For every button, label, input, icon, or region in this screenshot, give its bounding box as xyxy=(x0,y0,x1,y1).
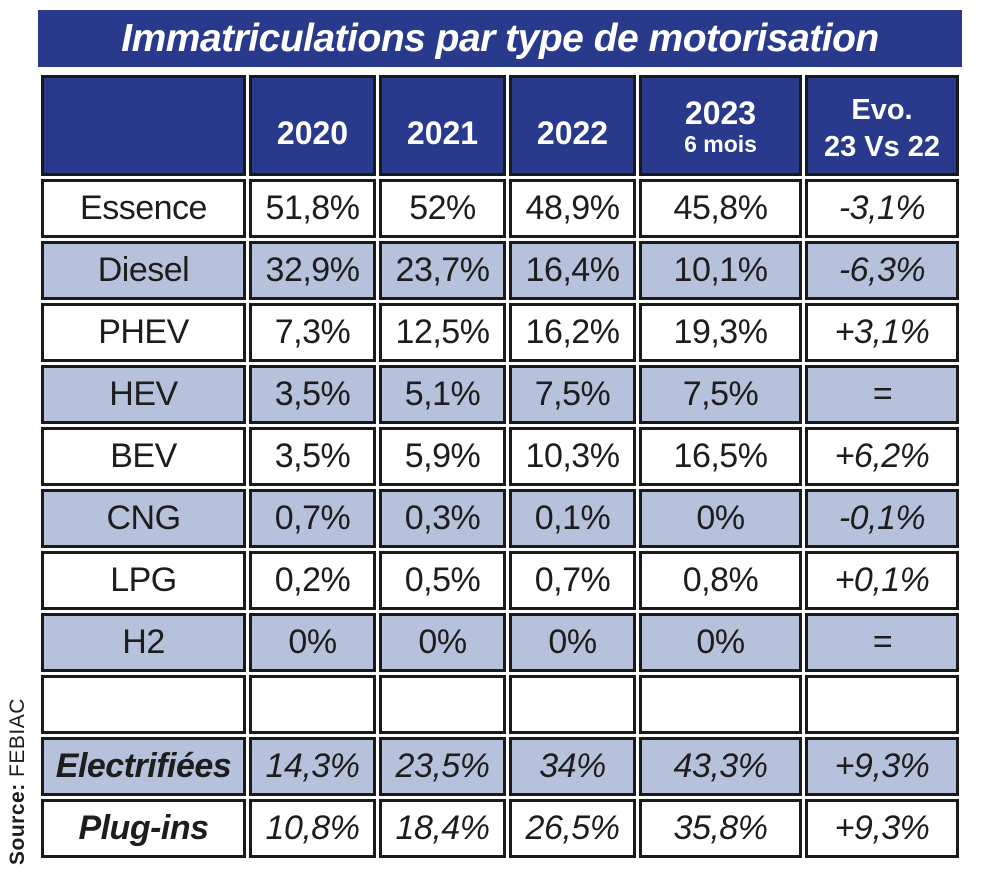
motorisation-table: 2020 2021 2022 2023 6 mois Evo. 23 Vs 22… xyxy=(38,72,962,861)
table-row-hev: HEV 3,5% 5,1% 7,5% 7,5% = xyxy=(41,365,959,424)
value-cell: 34% xyxy=(509,737,636,796)
col-header-empty xyxy=(41,75,246,176)
value-cell: 19,3% xyxy=(639,303,802,362)
col-header-2020: 2020 xyxy=(249,75,376,176)
value-cell: 48,9% xyxy=(509,179,636,238)
spacer-cell xyxy=(379,675,506,734)
value-cell: 7,3% xyxy=(249,303,376,362)
col-header-2022: 2022 xyxy=(509,75,636,176)
col-header-evo: Evo. 23 Vs 22 xyxy=(805,75,959,176)
value-cell: 18,4% xyxy=(379,799,506,858)
row-label-electrifiees: Electrifiées xyxy=(41,737,246,796)
source-credit: Source: FEBIAC xyxy=(6,698,30,865)
value-cell: 45,8% xyxy=(639,179,802,238)
evo-cell: +9,3% xyxy=(805,799,959,858)
value-cell: 0% xyxy=(639,489,802,548)
value-cell: 23,7% xyxy=(379,241,506,300)
evo-cell: +0,1% xyxy=(805,551,959,610)
value-cell: 0,1% xyxy=(509,489,636,548)
row-label-essence: Essence xyxy=(41,179,246,238)
value-cell: 10,8% xyxy=(249,799,376,858)
evo-cell: -0,1% xyxy=(805,489,959,548)
evo-cell: +6,2% xyxy=(805,427,959,486)
table-row-h2: H2 0% 0% 0% 0% = xyxy=(41,613,959,672)
table-row-plugins: Plug-ins 10,8% 18,4% 26,5% 35,8% +9,3% xyxy=(41,799,959,858)
value-cell: 5,9% xyxy=(379,427,506,486)
table-row-phev: PHEV 7,3% 12,5% 16,2% 19,3% +3,1% xyxy=(41,303,959,362)
value-cell: 52% xyxy=(379,179,506,238)
value-cell: 10,3% xyxy=(509,427,636,486)
value-cell: 0% xyxy=(509,613,636,672)
row-label-h2: H2 xyxy=(41,613,246,672)
source-name: FEBIAC xyxy=(6,698,29,777)
source-label: Source: xyxy=(6,783,29,865)
value-cell: 12,5% xyxy=(379,303,506,362)
value-cell: 0,7% xyxy=(249,489,376,548)
value-cell: 0,5% xyxy=(379,551,506,610)
row-label-phev: PHEV xyxy=(41,303,246,362)
table-row-cng: CNG 0,7% 0,3% 0,1% 0% -0,1% xyxy=(41,489,959,548)
table-row-essence: Essence 51,8% 52% 48,9% 45,8% -3,1% xyxy=(41,179,959,238)
value-cell: 0,2% xyxy=(249,551,376,610)
value-cell: 14,3% xyxy=(249,737,376,796)
row-label-bev: BEV xyxy=(41,427,246,486)
value-cell: 3,5% xyxy=(249,427,376,486)
value-cell: 5,1% xyxy=(379,365,506,424)
spacer-cell xyxy=(805,675,959,734)
table-row-electrifiees: Electrifiées 14,3% 23,5% 34% 43,3% +9,3% xyxy=(41,737,959,796)
evo-cell: = xyxy=(805,365,959,424)
evo-cell: +9,3% xyxy=(805,737,959,796)
row-label-hev: HEV xyxy=(41,365,246,424)
spacer-cell xyxy=(41,675,246,734)
table-row-bev: BEV 3,5% 5,9% 10,3% 16,5% +6,2% xyxy=(41,427,959,486)
table-title: Immatriculations par type de motorisatio… xyxy=(38,10,962,67)
value-cell: 0,7% xyxy=(509,551,636,610)
value-cell: 26,5% xyxy=(509,799,636,858)
value-cell: 10,1% xyxy=(639,241,802,300)
row-label-lpg: LPG xyxy=(41,551,246,610)
value-cell: 0% xyxy=(639,613,802,672)
value-cell: 23,5% xyxy=(379,737,506,796)
value-cell: 16,2% xyxy=(509,303,636,362)
spacer-cell xyxy=(639,675,802,734)
value-cell: 43,3% xyxy=(639,737,802,796)
table-row-spacer xyxy=(41,675,959,734)
evo-cell: -3,1% xyxy=(805,179,959,238)
row-label-cng: CNG xyxy=(41,489,246,548)
evo-cell: = xyxy=(805,613,959,672)
value-cell: 7,5% xyxy=(639,365,802,424)
header-row: 2020 2021 2022 2023 6 mois Evo. 23 Vs 22 xyxy=(41,75,959,176)
value-cell: 35,8% xyxy=(639,799,802,858)
evo-cell: -6,3% xyxy=(805,241,959,300)
value-cell: 16,4% xyxy=(509,241,636,300)
spacer-cell xyxy=(249,675,376,734)
col-header-2023: 2023 6 mois xyxy=(639,75,802,176)
table-row-lpg: LPG 0,2% 0,5% 0,7% 0,8% +0,1% xyxy=(41,551,959,610)
value-cell: 0% xyxy=(379,613,506,672)
value-cell: 0,8% xyxy=(639,551,802,610)
row-label-diesel: Diesel xyxy=(41,241,246,300)
table-row-diesel: Diesel 32,9% 23,7% 16,4% 10,1% -6,3% xyxy=(41,241,959,300)
table-area: 2020 2021 2022 2023 6 mois Evo. 23 Vs 22… xyxy=(38,72,962,861)
value-cell: 51,8% xyxy=(249,179,376,238)
value-cell: 7,5% xyxy=(509,365,636,424)
col-header-2021: 2021 xyxy=(379,75,506,176)
value-cell: 3,5% xyxy=(249,365,376,424)
spacer-cell xyxy=(509,675,636,734)
value-cell: 16,5% xyxy=(639,427,802,486)
value-cell: 0% xyxy=(249,613,376,672)
row-label-plugins: Plug-ins xyxy=(41,799,246,858)
value-cell: 32,9% xyxy=(249,241,376,300)
evo-cell: +3,1% xyxy=(805,303,959,362)
value-cell: 0,3% xyxy=(379,489,506,548)
